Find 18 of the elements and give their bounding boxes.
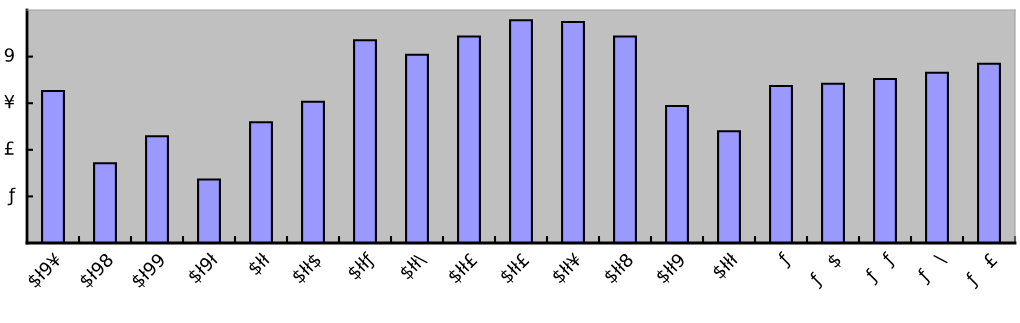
x-tick-label: $łł£ (498, 252, 532, 286)
x-tick-label: $łłł (711, 251, 741, 281)
x-tick-label: ƒ (775, 251, 794, 269)
x-tick-label: $łł\ (398, 251, 429, 282)
x-tick-label: ƒ \ (915, 251, 950, 286)
x-tick-label: ƒ ƒ (863, 251, 898, 286)
x-tick-label: $łł8 (602, 252, 636, 286)
text: £ (4, 141, 14, 155)
x-tick-label: $łłƒ (346, 251, 378, 283)
x-tick-label: $łł (246, 251, 273, 278)
text: 9 (4, 48, 14, 62)
x-tick-label: $łł£ (446, 252, 480, 286)
text: ƒ (7, 187, 16, 206)
text: ¥ (4, 95, 15, 109)
x-tick-label: ƒ $ (807, 252, 845, 290)
x-tick-label: $łł$ (290, 252, 324, 286)
x-tick-label: ƒ £ (963, 252, 1001, 290)
x-tick-label: $łł9 (654, 252, 688, 286)
